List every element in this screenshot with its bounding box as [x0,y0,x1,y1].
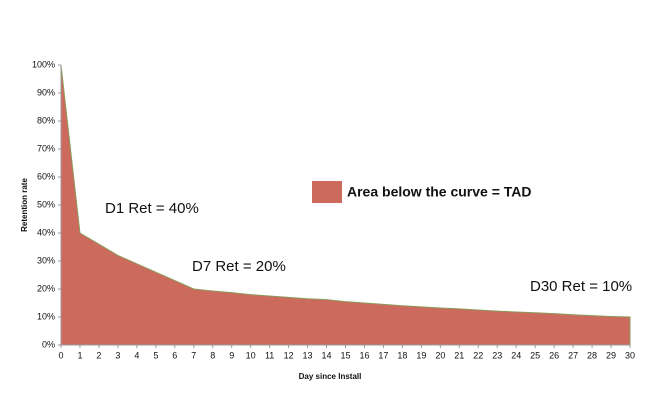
x-tick-label: 6 [172,350,177,360]
x-tick-label: 28 [587,350,597,360]
x-tick-label: 22 [473,350,483,360]
x-tick-label: 26 [549,350,559,360]
x-tick-label: 2 [96,350,101,360]
x-tick-label: 27 [568,350,578,360]
x-tick-label: 10 [246,350,256,360]
x-tick-label: 16 [359,350,369,360]
x-tick-label: 11 [265,350,274,360]
x-tick-label: 13 [303,350,313,360]
x-tick-label: 4 [134,350,139,360]
y-axis-title: Retention rate [20,178,29,232]
x-tick-label: 29 [606,350,616,360]
x-tick-label: 15 [340,350,350,360]
legend-label: Area below the curve = TAD [347,184,532,200]
x-tick-label: 9 [229,350,234,360]
x-tick-label: 3 [115,350,120,360]
y-tick-label: 100% [32,59,55,69]
x-tick-label: 20 [435,350,445,360]
x-tick-label: 1 [77,350,82,360]
y-tick-label: 40% [37,227,55,237]
y-tick-label: 80% [37,115,55,125]
x-tick-label: 12 [284,350,294,360]
annotation: D7 Ret = 20% [192,258,286,275]
x-tick-label: 17 [378,350,388,360]
area [60,64,631,346]
y-tick-label: 20% [37,283,55,293]
annotation: D30 Ret = 10% [530,278,632,295]
x-tick-label: 0 [58,350,63,360]
y-tick-label: 50% [37,199,55,209]
x-axis-title: Day since Install [299,372,362,381]
x-tick-label: 21 [454,350,464,360]
legend-swatch [312,181,342,203]
x-tick-label: 30 [625,350,635,360]
y-tick-label: 10% [37,311,55,321]
x-tick-label: 25 [530,350,540,360]
y-tick-label: 0% [42,339,55,349]
x-tick-label: 24 [511,350,521,360]
x-tick-label: 8 [210,350,215,360]
y-tick-label: 30% [37,255,55,265]
x-tick-label: 18 [397,350,407,360]
x-tick-label: 19 [416,350,426,360]
x-tick-label: 5 [153,350,158,360]
y-tick-label: 60% [37,171,55,181]
x-tick-label: 7 [191,350,196,360]
y-tick-label: 70% [37,143,55,153]
annotation: D1 Ret = 40% [105,200,199,217]
x-tick-label: 14 [322,350,332,360]
y-tick-label: 90% [37,87,55,97]
x-tick-label: 23 [492,350,502,360]
